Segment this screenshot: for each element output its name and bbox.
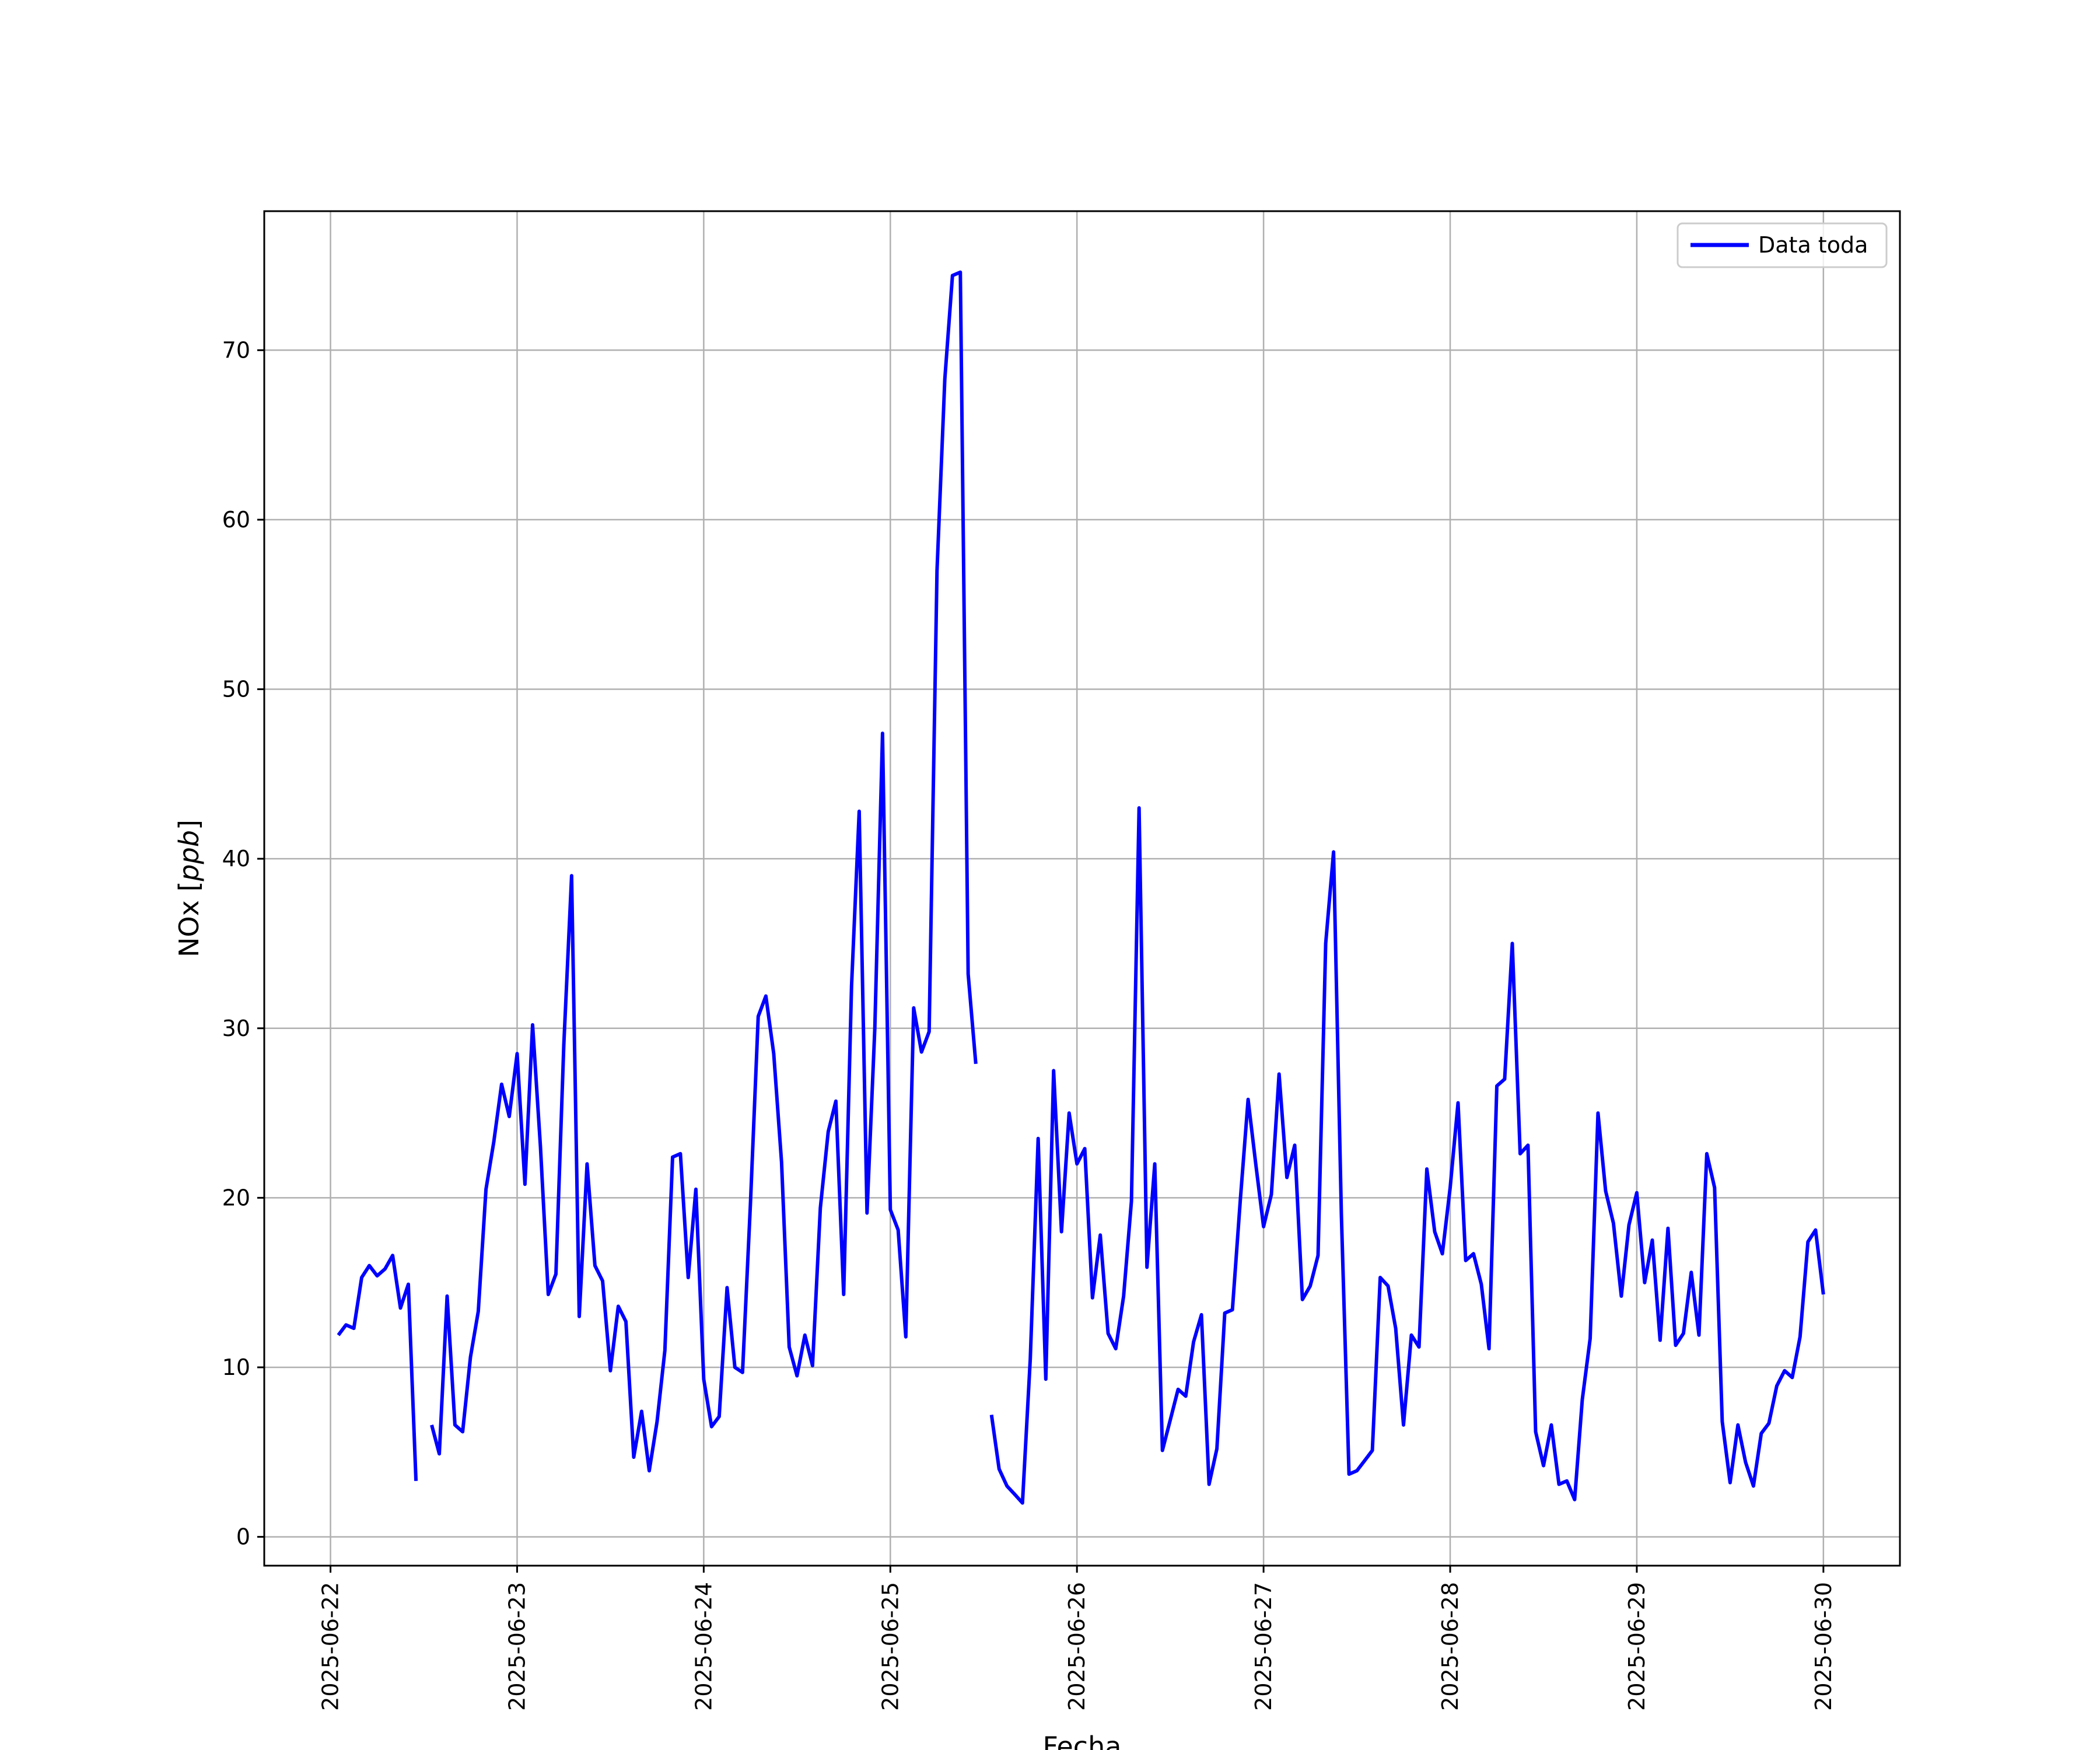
- plot-frame: [263, 210, 1901, 1567]
- x-tick-label-8: 2025-06-30: [1811, 1582, 1836, 1711]
- x-tick-label-1: 2025-06-23: [504, 1582, 530, 1711]
- series-0-segment-2: [989, 806, 1825, 1505]
- x-tick-label-2: 2025-06-24: [691, 1582, 716, 1711]
- x-axis: 2025-06-22 2025-06-23 2025-06-24 2025-06-25…: [318, 1566, 1836, 1711]
- x-tick-label-7: 2025-06-29: [1624, 1582, 1650, 1711]
- x-axis-label: Fecha: [1043, 1731, 1122, 1750]
- y-tick-label-7: 70: [222, 337, 250, 363]
- data-series-lines: [337, 270, 1825, 1505]
- y-tick-label-4: 40: [222, 846, 250, 872]
- y-tick-label-3: 30: [222, 1016, 250, 1041]
- y-axis: 0 10 20 30 40 50 60 70: [222, 337, 264, 1550]
- x-tick-label-0: 2025-06-22: [318, 1582, 344, 1711]
- legend-entry-label: Data toda: [1758, 232, 1868, 258]
- y-axis-label-text: NOx [: [173, 881, 205, 957]
- x-tick-label-4: 2025-06-26: [1064, 1582, 1090, 1711]
- y-axis-label-bracket: ]: [173, 820, 205, 830]
- x-tick-label-6: 2025-06-28: [1437, 1582, 1463, 1711]
- legend: Data toda: [1676, 222, 1888, 268]
- series-0-segment-1: [430, 270, 978, 1473]
- legend-box: [1676, 222, 1888, 268]
- x-tick-label-5: 2025-06-27: [1251, 1582, 1276, 1711]
- x-tick-label-3: 2025-06-25: [877, 1582, 903, 1711]
- y-tick-label-2: 20: [222, 1185, 250, 1210]
- y-tick-label-5: 50: [222, 677, 250, 702]
- y-tick-label-0: 0: [236, 1524, 250, 1550]
- y-axis-label-unit: ppb: [173, 830, 205, 882]
- y-tick-label-6: 60: [222, 507, 250, 533]
- y-tick-label-1: 10: [222, 1354, 250, 1380]
- series-0-segment-0: [337, 1254, 418, 1481]
- y-axis-label: NOx [ppb]: [173, 820, 205, 957]
